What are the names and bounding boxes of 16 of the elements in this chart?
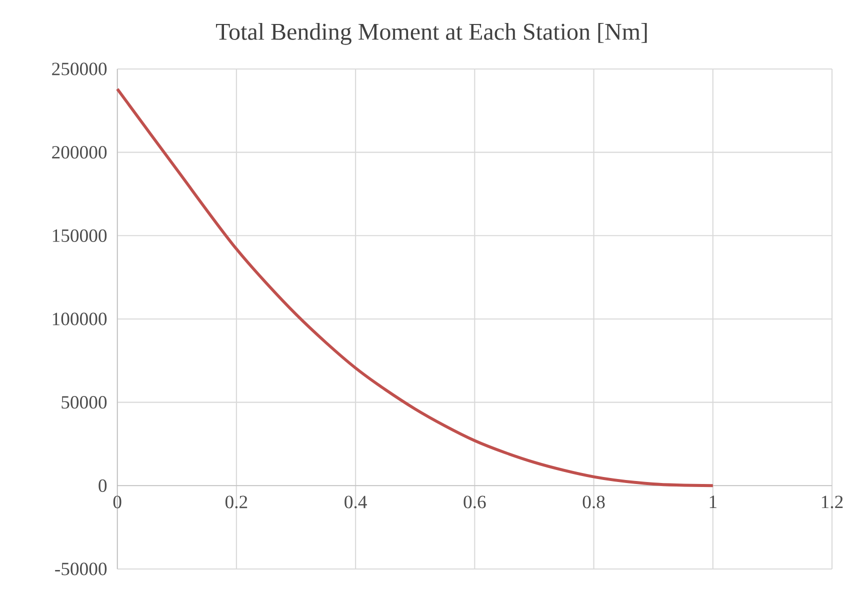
y-tick-label: 150000 — [52, 229, 107, 242]
y-tick-label: 50000 — [62, 396, 107, 409]
line-series — [116, 88, 714, 488]
x-tick-label: 0.6 — [464, 496, 486, 508]
chart-title: Total Bending Moment at Each Station [Nm] — [216, 23, 647, 45]
x-tick-label: 0.2 — [225, 496, 248, 508]
y-tick-label: -50000 — [55, 562, 107, 576]
x-tick-label: 1 — [710, 496, 716, 508]
x-tick-label: 1.2 — [822, 496, 843, 508]
x-tick-label: 0 — [113, 496, 122, 508]
x-tick-label: 0.8 — [582, 496, 605, 508]
y-tick-label: 0 — [98, 479, 107, 492]
y-tick-label: 100000 — [52, 312, 107, 326]
y-tick-label: 200000 — [52, 146, 107, 159]
x-tick-label: 0.4 — [344, 496, 367, 508]
y-tick-label: 250000 — [52, 62, 107, 76]
